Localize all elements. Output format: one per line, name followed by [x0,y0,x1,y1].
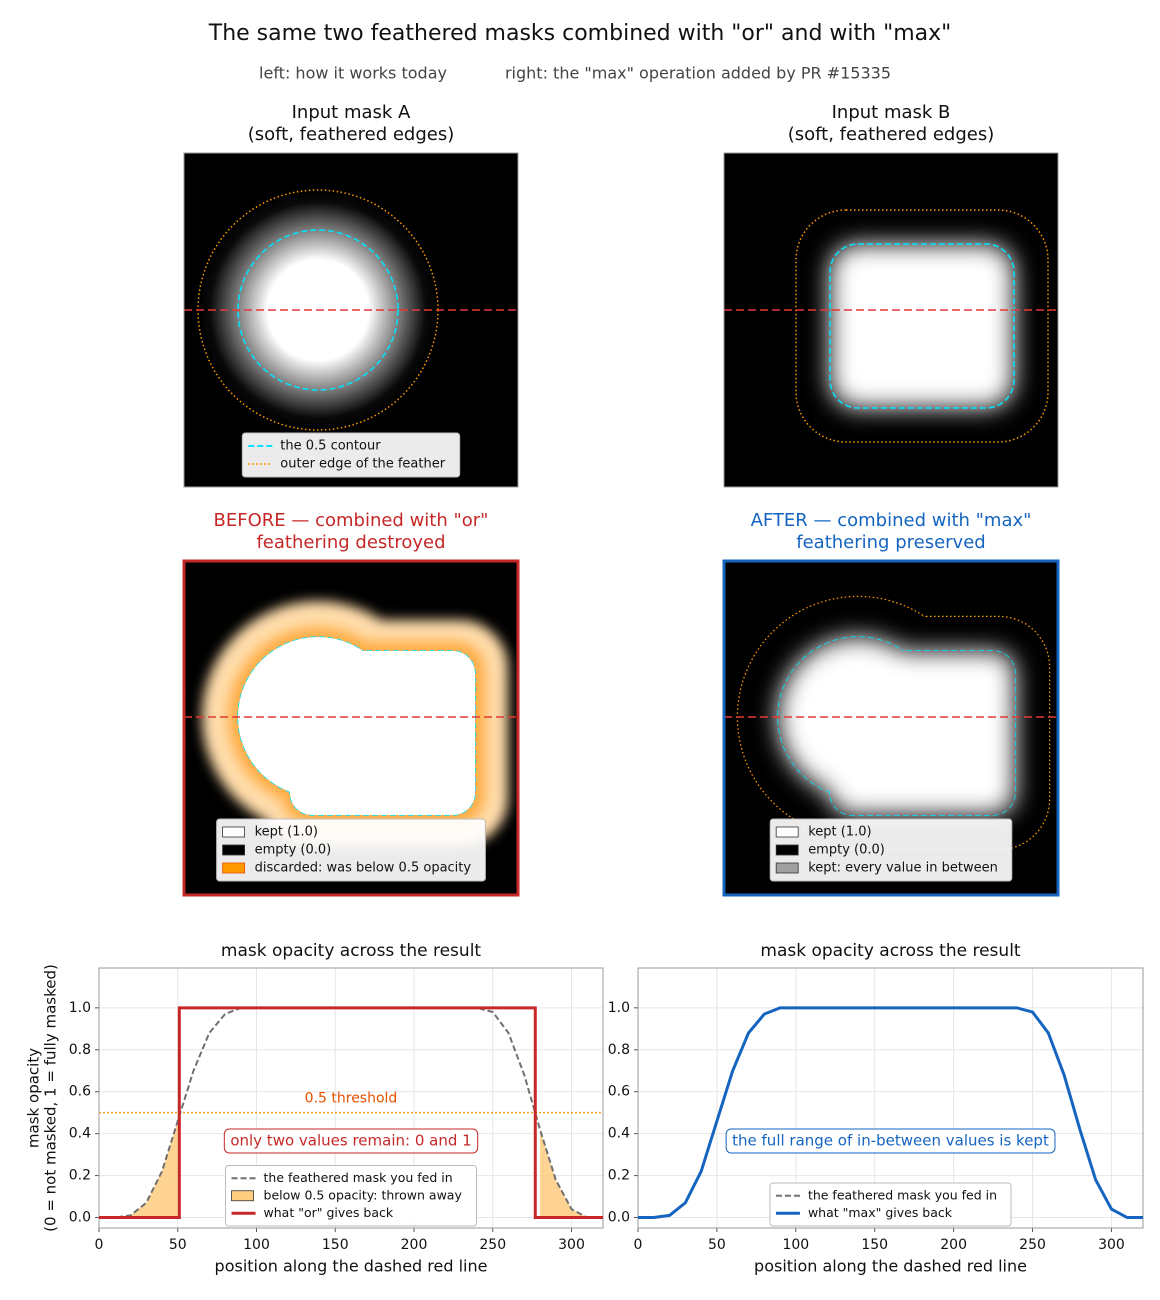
panel-frame [722,559,1060,897]
mask-b-image [724,153,1058,487]
discarded-area [540,1129,603,1218]
legend: kept (1.0) empty (0.0) discarded: was belo… [216,818,486,882]
panel-title: Input mask B [832,102,951,123]
panel-title: feathering destroyed [256,532,445,553]
legend-label: discarded: was below 0.5 opacity [255,861,472,876]
legend-label: outer edge of the feather [280,457,445,472]
annotation-text: only two values remain: 0 and 1 [230,1131,471,1149]
legend-label: kept (1.0) [808,825,871,840]
y-tick-label: 0.6 [69,1084,91,1100]
legend: the 0.5 contour outer edge of the feather [241,432,461,478]
legend-label: what "max" gives back [808,1205,953,1220]
y-tick-label: 0.2 [69,1168,91,1184]
legend-label: empty (0.0) [808,843,885,858]
y-tick-label: 0.8 [608,1042,630,1058]
legend-box [769,1182,1012,1227]
legend-label: the 0.5 contour [280,439,381,454]
legend-swatch [222,826,246,838]
axes-frame [637,967,1144,1229]
x-tick-label: 200 [401,1237,428,1253]
x-tick-label: 250 [1019,1237,1046,1253]
legend-box [769,818,1013,882]
legend-swatch [775,826,799,838]
annotation-box [223,1128,479,1154]
x-tick-label: 50 [169,1237,187,1253]
x-tick-label: 150 [322,1237,349,1253]
x-tick-label: 100 [782,1237,809,1253]
x-tick-label: 200 [940,1237,967,1253]
legend-label: kept (1.0) [255,825,318,840]
series-line [638,1006,1143,1220]
figure-title: The same two feathered masks combined wi… [208,21,952,46]
x-tick-label: 0 [95,1237,104,1253]
legend-label: below 0.5 opacity: thrown away [264,1187,463,1202]
legend-label: the feathered mask you fed in [264,1170,453,1185]
legend: kept (1.0) empty (0.0) kept: every value i… [769,818,1013,882]
annotation-box [725,1128,1056,1154]
x-tick-label: 150 [861,1237,888,1253]
x-axis-label: position along the dashed red line [754,1257,1027,1276]
subtitle-left: left: how it works today [259,64,447,83]
panel-title: AFTER — combined with "max" [751,510,1032,531]
annotation: only two values remain: 0 and 1 [223,1128,479,1154]
y-tick-label: 0.0 [608,1210,630,1226]
legend: the feathered mask you fed in below 0.5 o… [225,1165,477,1227]
mask-a-image [184,153,518,487]
y-tick-label: 0.8 [69,1042,91,1058]
panel-title: (soft, feathered edges) [788,124,995,145]
x-axis-label: position along the dashed red line [215,1257,488,1276]
x-tick-label: 300 [1098,1237,1125,1253]
legend-box [241,432,461,478]
y-tick-label: 1.0 [69,1000,91,1016]
panel-frame [182,559,520,897]
legend: the feathered mask you fed in what "max" … [769,1182,1012,1227]
legend-swatch [231,1190,254,1202]
discarded-area [99,1121,178,1218]
y-tick-label: 0.6 [608,1084,630,1100]
legend-label: kept: every value in between [808,861,998,876]
y-tick-label: 0.4 [69,1126,91,1142]
panel-title: Input mask A [292,102,411,123]
x-tick-label: 250 [479,1237,506,1253]
x-tick-label: 300 [558,1237,585,1253]
x-tick-label: 0 [634,1237,643,1253]
chart-title: mask opacity across the result [760,941,1021,961]
panel-title: (soft, feathered edges) [248,124,455,145]
legend-box [216,818,486,882]
or-result-image [184,561,518,895]
axes-frame [98,967,604,1229]
y-tick-label: 0.0 [69,1210,91,1226]
legend-swatch [222,862,246,874]
legend-swatch [775,844,799,856]
x-tick-label: 100 [243,1237,270,1253]
legend-swatch [222,844,246,856]
series-line [99,1006,603,1219]
legend-swatch [775,862,799,874]
panel-frame [183,152,519,488]
panel-title: feathering preserved [796,532,985,553]
legend-box [225,1165,477,1227]
subtitle-right: right: the "max" operation added by PR #… [505,64,891,83]
panel-title: BEFORE — combined with "or" [214,510,489,531]
series-line [99,1006,603,1220]
y-tick-label: 1.0 [608,1000,630,1016]
annotation: the full range of in-between values is k… [725,1128,1056,1154]
chart-title: mask opacity across the result [221,941,482,961]
y-tick-label: 0.4 [608,1126,630,1142]
annotation-text: the full range of in-between values is k… [732,1131,1049,1149]
legend-label: what "or" gives back [264,1205,394,1220]
threshold-label: 0.5 threshold [305,1091,398,1107]
legend-label: the feathered mask you fed in [808,1187,997,1202]
x-tick-label: 50 [708,1237,726,1253]
legend-label: empty (0.0) [255,843,332,858]
y-axis-label: (0 = not masked, 1 = fully masked) [42,964,60,1232]
y-axis-label: mask opacity [25,1048,43,1148]
panel-frame [723,152,1059,488]
y-tick-label: 0.2 [608,1168,630,1184]
